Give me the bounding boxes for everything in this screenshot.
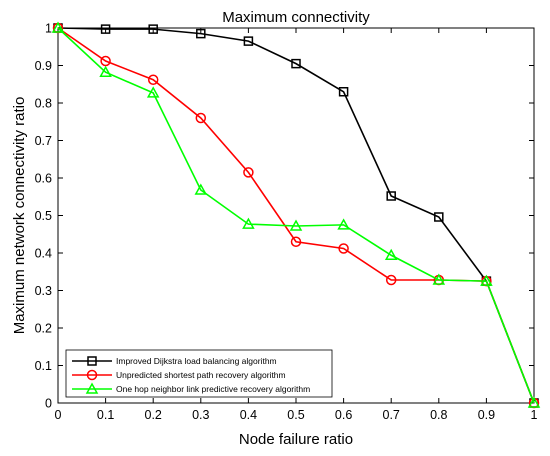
data-point — [243, 167, 254, 178]
y-tick-label: 0.2 — [35, 322, 52, 336]
data-point — [338, 87, 349, 97]
y-tick-label: 0.5 — [35, 209, 52, 223]
y-tick-label: 0.6 — [35, 172, 52, 186]
legend-entry-shortest-path: Unpredicted shortest path recovery algor… — [72, 369, 286, 381]
x-axis-title: Node failure ratio — [239, 431, 353, 448]
x-tick-label: 0.7 — [383, 408, 400, 422]
y-tick-label: 0.9 — [35, 59, 52, 73]
legend-entry-dijkstra: Improved Dijkstra load balancing algorit… — [72, 356, 277, 366]
y-tick-label: 0.7 — [35, 134, 52, 148]
data-point — [146, 86, 160, 98]
data-point — [337, 218, 350, 230]
data-point — [386, 191, 396, 201]
legend-label-one-hop: One hop neighbor link predictive recover… — [116, 384, 310, 394]
y-tick-label: 0.3 — [35, 284, 52, 298]
x-tick-label: 0.9 — [478, 408, 495, 422]
data-point — [148, 24, 158, 34]
chart-title: Maximum connectivity — [222, 9, 370, 26]
plot-area — [57, 27, 535, 404]
legend-label-shortest-path: Unpredicted shortest path recovery algor… — [116, 370, 286, 380]
y-axis-title: Maximum network connectivity ratio — [11, 97, 28, 335]
data-point — [196, 28, 206, 39]
data-point — [243, 36, 254, 46]
y-tick-label: 0.4 — [35, 247, 52, 261]
data-point — [195, 112, 207, 124]
data-point — [289, 219, 303, 231]
y-tick-label: 0 — [45, 397, 52, 411]
data-point — [242, 217, 255, 229]
legend-label-dijkstra: Improved Dijkstra load balancing algorit… — [116, 356, 277, 366]
data-point — [99, 65, 112, 77]
x-tick-label: 0.8 — [430, 408, 447, 422]
data-point — [434, 212, 444, 222]
data-point — [432, 273, 446, 285]
legend-entry-one-hop: One hop neighbor link predictive recover… — [72, 382, 310, 394]
x-tick-label: 0.6 — [335, 408, 352, 422]
data-point — [194, 183, 208, 195]
x-tick-label: 0.1 — [97, 408, 114, 422]
data-point — [527, 396, 541, 408]
x-tick-label: 1 — [531, 408, 538, 422]
y-tick-label: 1 — [45, 22, 52, 36]
data-point — [385, 274, 397, 286]
x-tick-label: 0.5 — [287, 408, 304, 422]
x-tick-label: 0 — [55, 408, 62, 422]
data-point — [384, 248, 398, 260]
data-point — [480, 274, 493, 286]
x-tick-label: 0.4 — [240, 408, 257, 422]
axis-ticks: 0 0.1 0.2 0.3 0.4 0.5 0.6 0.7 0.8 0.9 1 0 0.1 0.2 0.3 0… — [35, 22, 538, 423]
legend-marker-square — [87, 356, 97, 366]
y-tick-label: 0.8 — [35, 97, 52, 111]
x-tick-label: 0.3 — [192, 408, 209, 422]
series-2 — [51, 21, 541, 408]
series-line — [57, 27, 535, 404]
data-point — [338, 243, 349, 254]
data-point — [290, 236, 302, 247]
legend-marker-triangle — [85, 382, 99, 394]
series-line — [57, 27, 535, 404]
data-point — [147, 74, 159, 85]
data-point — [100, 24, 111, 34]
legend-marker-circle — [86, 369, 98, 381]
legend: Improved Dijkstra load balancing algorit… — [65, 349, 333, 398]
series-layer — [51, 21, 541, 409]
data-point — [51, 21, 65, 33]
data-point — [291, 58, 301, 69]
x-tick-label: 0.2 — [145, 408, 162, 422]
data-point — [100, 55, 111, 67]
y-tick-label: 0.1 — [35, 359, 52, 373]
